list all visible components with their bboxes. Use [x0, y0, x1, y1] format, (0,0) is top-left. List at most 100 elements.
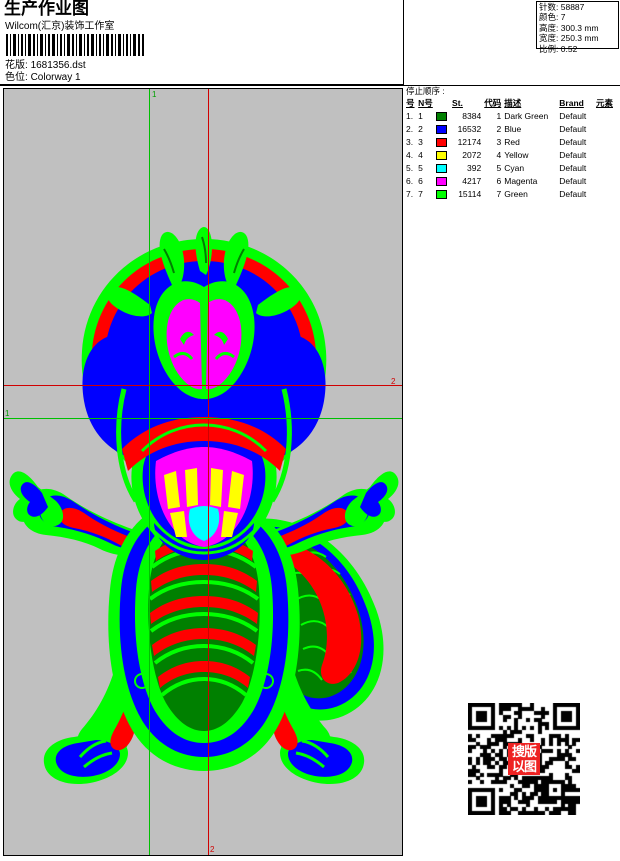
table-row[interactable]: 3. 3 12174 3 Red Default [406, 136, 616, 149]
cell-desc: Yellow [504, 150, 529, 160]
color-swatch[interactable] [435, 112, 447, 122]
cell-needle: 6 [418, 176, 423, 186]
table-row[interactable]: 7. 7 15114 7 Green Default [406, 188, 616, 201]
spec-value: 58887 [560, 2, 585, 12]
col-header-needle: N号 [418, 98, 433, 108]
cell-color-swatch [435, 188, 452, 201]
page-title: 生产作业图 [4, 0, 89, 18]
cell-code: 4 [496, 150, 502, 160]
cell-brand: Default [559, 150, 587, 160]
cell-desc: Magenta [504, 176, 538, 186]
guide-line-horizontal-red [4, 385, 402, 386]
cell-stitches: 16532 [457, 124, 482, 134]
guide-line-vertical-red [208, 89, 209, 855]
spec-row-4: 比例: 0.52 [537, 44, 618, 54]
design-file-label: 花版: [5, 60, 28, 71]
colorway-line: 色位: Colorway 1 [5, 72, 81, 84]
crocodile-embroidery-artwork [4, 89, 403, 856]
cell-stitches: 392 [467, 163, 482, 173]
spec-row-1: 颜色: 7 [537, 12, 618, 22]
guide-label-horizontal-green: 1 [5, 409, 10, 418]
color-swatch[interactable] [435, 190, 447, 200]
cell-brand: Default [559, 124, 587, 134]
cell-desc: Cyan [504, 163, 525, 173]
cell-needle: 1 [418, 111, 423, 121]
color-swatch[interactable] [435, 164, 447, 174]
cell-brand: Default [559, 189, 587, 199]
color-swatch[interactable] [435, 138, 447, 148]
guide-label-vertical-green: 1 [152, 90, 157, 99]
colorway-label: 色位: [5, 72, 28, 83]
color-sequence-table: 号 N号 St. 代码 描述 Brand 元素 1. 1 8384 1 Dark Gre… [406, 98, 616, 201]
color-swatch[interactable] [435, 177, 447, 187]
cell-seq: 2. [406, 124, 414, 134]
cell-element [596, 136, 616, 149]
right-panel-divider-vertical [403, 0, 404, 86]
cell-color-swatch [435, 162, 452, 175]
barcode-icon [5, 34, 145, 56]
right-panel-divider-horizontal [403, 85, 620, 86]
cell-element [596, 110, 616, 123]
cell-code: 5 [496, 163, 502, 173]
col-header-swatch [436, 98, 452, 110]
spec-label: 高度: [539, 22, 559, 33]
col-header-desc: 描述 [504, 98, 522, 108]
color-swatch[interactable] [435, 151, 447, 161]
cell-brand: Default [559, 176, 587, 186]
col-header-element: 元素 [595, 98, 613, 108]
document-header: 生产作业图 Wilcom(汇京)装饰工作室 [0, 0, 620, 84]
stop-sequence-title: 停止顺序 : [406, 86, 445, 96]
cell-seq: 7. [406, 189, 414, 199]
cell-color-swatch [435, 123, 452, 136]
cell-stitches: 15114 [458, 189, 482, 199]
cell-element [596, 188, 616, 201]
color-swatch[interactable] [435, 125, 447, 135]
col-header-seq: 号 [406, 98, 415, 108]
guide-label-horizontal-red: 2 [391, 377, 396, 386]
cell-desc: Red [504, 137, 520, 147]
cell-code: 1 [496, 111, 502, 121]
spec-value: 7 [560, 12, 566, 23]
cell-needle: 5 [418, 163, 423, 173]
cell-color-swatch [435, 110, 452, 123]
spec-label: 宽度: [539, 33, 559, 44]
table-row[interactable]: 1. 1 8384 1 Dark Green Default [406, 110, 616, 123]
table-row[interactable]: 2. 2 16532 2 Blue Default [406, 123, 616, 136]
cell-seq: 6. [406, 176, 414, 186]
cell-element [596, 175, 616, 188]
guide-line-vertical-green [149, 89, 150, 855]
qr-code[interactable]: 搜版以图 [468, 703, 580, 815]
guide-line-horizontal-green [4, 418, 402, 419]
cell-stitches: 4217 [462, 176, 482, 186]
cell-brand: Default [559, 137, 587, 147]
col-header-stitches: St. [452, 98, 463, 108]
spec-value: 250.3 mm [560, 33, 599, 44]
spec-label: 颜色: [539, 12, 559, 23]
stop-sequence-panel: 停止顺序 : 号 N号 St. 代码 描述 Brand 元素 1. 1 8384 1 D… [406, 86, 616, 201]
cell-seq: 1. [406, 111, 414, 121]
design-canvas[interactable]: 1 2 1 2 [3, 88, 403, 856]
cell-color-swatch [435, 136, 452, 149]
cell-needle: 4 [418, 150, 423, 160]
spec-label: 比例: [539, 43, 559, 54]
cell-color-swatch [435, 175, 452, 188]
cell-needle: 2 [418, 124, 423, 134]
guide-label-vertical-red: 2 [210, 845, 215, 854]
cell-code: 7 [496, 189, 502, 199]
studio-name: Wilcom(汇京)装饰工作室 [5, 21, 115, 32]
col-header-code: 代码 [484, 98, 502, 108]
cell-seq: 5. [406, 163, 414, 173]
design-file-value: 1681356.dst [30, 60, 86, 71]
table-row[interactable]: 4. 4 2072 4 Yellow Default [406, 149, 616, 162]
header-divider [0, 84, 404, 86]
cell-code: 6 [496, 176, 502, 186]
cell-seq: 3. [406, 137, 414, 147]
spec-label: 针数: [539, 2, 559, 12]
table-row[interactable]: 5. 5 392 5 Cyan Default [406, 162, 616, 175]
design-file-line: 花版: 1681356.dst [5, 60, 86, 72]
spec-value: 300.3 mm [560, 22, 599, 33]
table-row[interactable]: 6. 6 4217 6 Magenta Default [406, 175, 616, 188]
cell-desc: Blue [504, 124, 522, 134]
spec-row-2: 高度: 300.3 mm [537, 23, 618, 33]
cell-stitches: 12174 [457, 137, 482, 147]
